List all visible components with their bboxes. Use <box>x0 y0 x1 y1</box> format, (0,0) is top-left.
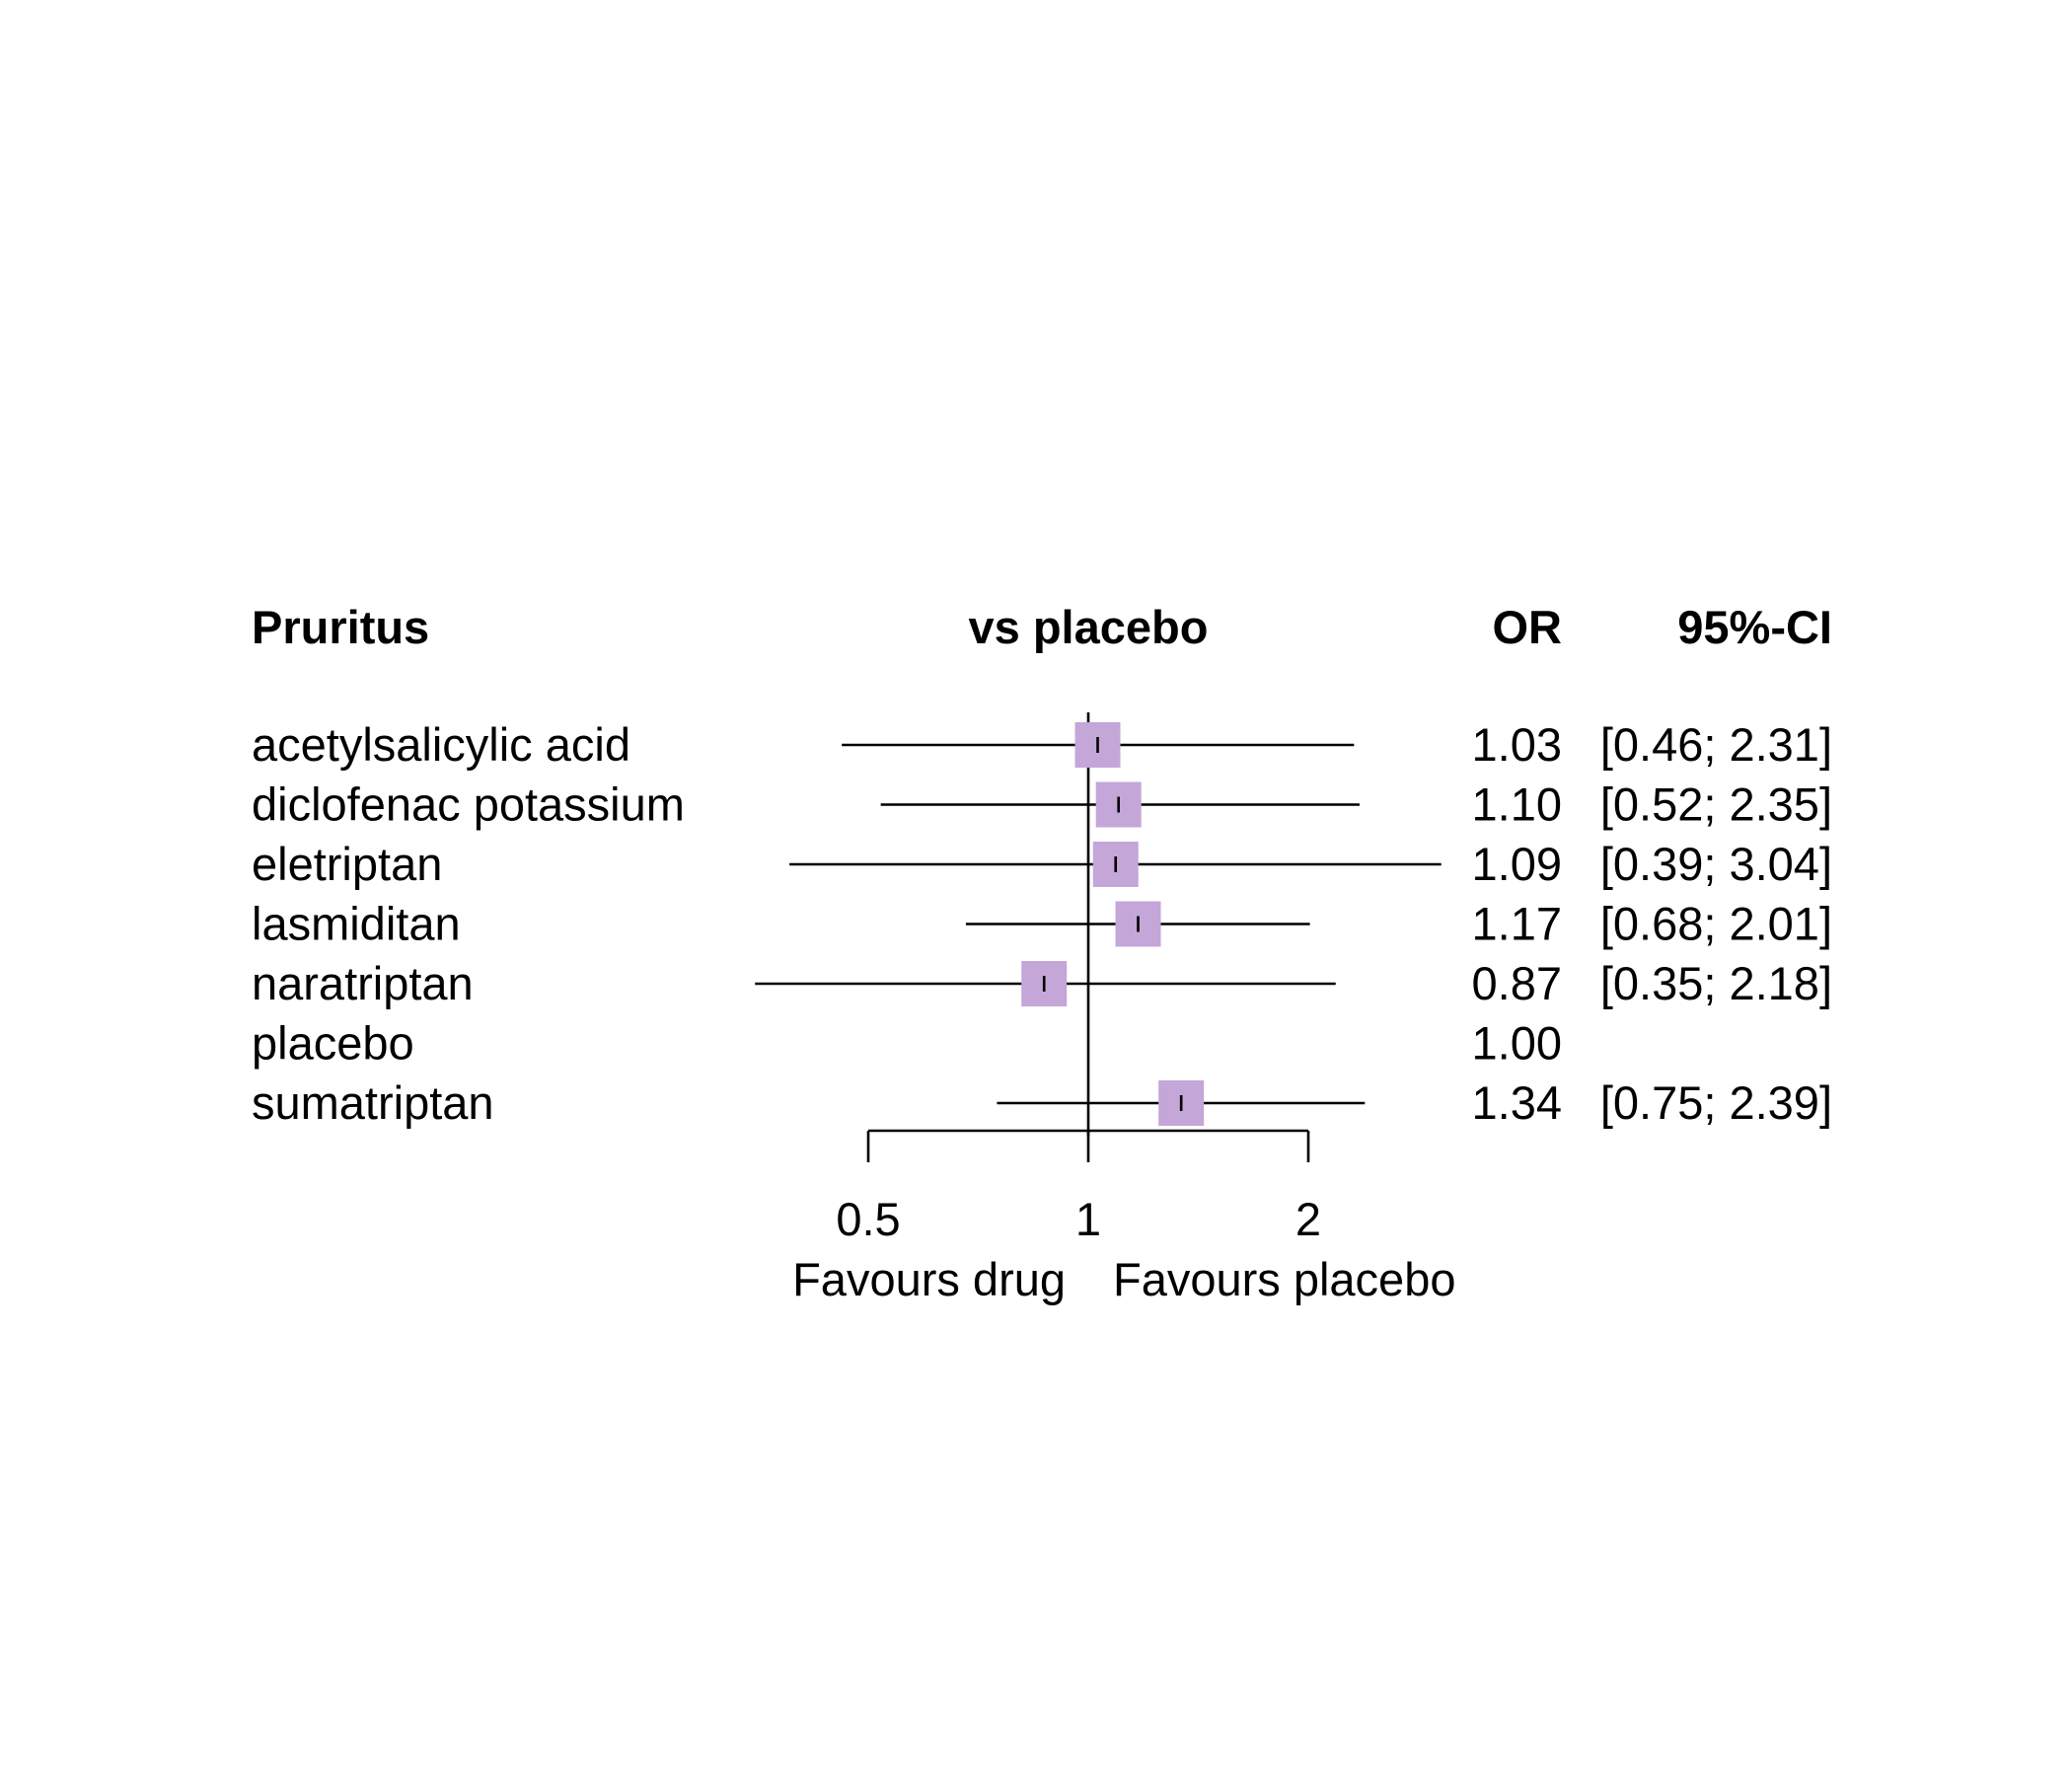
row-label: sumatriptan <box>252 1076 494 1129</box>
column-headers: Pruritus vs placebo OR 95%-CI <box>252 601 1832 653</box>
row-label: placebo <box>252 1017 414 1070</box>
or-value: 1.09 <box>1472 838 1562 890</box>
forest-row-lasmiditan: lasmiditan 1.17 [0.68; 2.01] <box>252 898 1832 950</box>
ci-value: [0.35; 2.18] <box>1600 957 1832 1009</box>
ci-value: [0.68; 2.01] <box>1600 898 1832 950</box>
comparison-header: vs placebo <box>969 601 1209 653</box>
favours-left-label: Favours drug <box>792 1253 1066 1305</box>
row-label: lasmiditan <box>252 898 461 950</box>
or-value: 1.10 <box>1472 778 1562 831</box>
forest-row-placebo: placebo 1.00 <box>252 1017 1562 1070</box>
or-value: 1.17 <box>1472 898 1562 950</box>
ci-value: [0.46; 2.31] <box>1600 718 1832 771</box>
chart-title: Pruritus <box>252 601 429 653</box>
forest-row-sumatriptan: sumatriptan 1.34 [0.75; 2.39] <box>252 1076 1832 1129</box>
x-tick-label: 1 <box>1075 1193 1101 1245</box>
or-column-header: OR <box>1493 601 1563 653</box>
or-value: 1.03 <box>1472 718 1562 771</box>
ci-value: [0.52; 2.35] <box>1600 778 1832 831</box>
ci-value: [0.39; 3.04] <box>1600 838 1832 890</box>
ci-value: [0.75; 2.39] <box>1600 1076 1832 1129</box>
forest-row-eletriptan: eletriptan 1.09 [0.39; 3.04] <box>252 838 1832 890</box>
plot-area: acetylsalicylic acid 1.03 [0.46; 2.31] dicl… <box>252 712 1832 1136</box>
or-value: 0.87 <box>1472 957 1562 1009</box>
row-label: diclofenac potassium <box>252 778 685 831</box>
forest-row-acetylsalicylic-acid: acetylsalicylic acid 1.03 [0.46; 2.31] <box>252 718 1832 771</box>
ci-column-header: 95%-CI <box>1677 601 1832 653</box>
row-label: eletriptan <box>252 838 442 890</box>
forest-row-naratriptan: naratriptan 0.87 [0.35; 2.18] <box>252 957 1832 1009</box>
or-value: 1.34 <box>1472 1076 1562 1129</box>
or-value: 1.00 <box>1472 1017 1562 1070</box>
row-label: acetylsalicylic acid <box>252 718 630 771</box>
favours-right-label: Favours placebo <box>1113 1253 1455 1305</box>
x-tick-label: 2 <box>1295 1193 1321 1245</box>
forest-row-diclofenac-potassium: diclofenac potassium 1.10 [0.52; 2.35] <box>252 778 1832 831</box>
x-axis: 0.5 1 2 Favours drug Favours placebo <box>792 1129 1455 1305</box>
x-tick-label: 0.5 <box>836 1193 900 1245</box>
row-label: naratriptan <box>252 957 474 1009</box>
